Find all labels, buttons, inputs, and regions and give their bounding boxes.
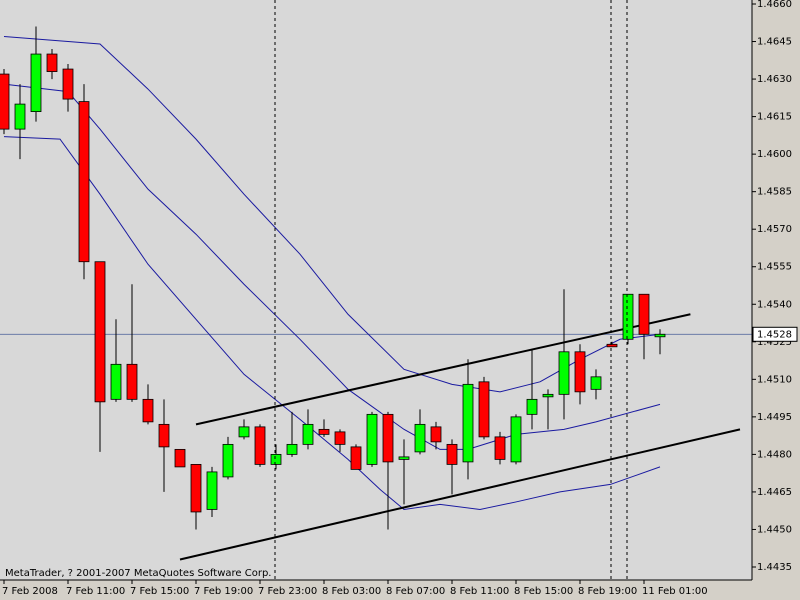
candle-body	[350, 446, 362, 470]
y-tick-label: 1.4540	[757, 299, 792, 310]
candle-body	[46, 53, 58, 72]
candle-body	[286, 443, 298, 455]
y-tick-label: 1.4525	[757, 337, 792, 348]
candle-body	[510, 416, 522, 463]
x-tick-label: 8 Feb 03:00	[322, 586, 381, 597]
candle-body	[462, 383, 474, 463]
candle-body	[302, 423, 314, 445]
y-tick-label: 1.4570	[757, 224, 792, 235]
candle-body	[158, 423, 170, 448]
candle-body	[206, 471, 218, 510]
candle-body	[174, 448, 186, 468]
y-tick-label: 1.4450	[757, 524, 792, 535]
candle-body	[190, 464, 202, 513]
candle-body	[254, 426, 266, 465]
y-tick-label: 1.4480	[757, 449, 792, 460]
plot-area	[0, 0, 752, 580]
candle-body	[558, 351, 570, 395]
candle-body	[430, 426, 442, 443]
current-price-label: 1.4528	[757, 329, 792, 340]
footnote: MetaTrader, ? 2001-2007 MetaQuotes Softw…	[5, 568, 271, 579]
candle-body	[78, 101, 90, 263]
candle-body	[414, 423, 426, 453]
candle-body	[222, 443, 234, 478]
y-tick-label: 1.4465	[757, 487, 792, 498]
candle-body	[94, 261, 106, 403]
x-tick-label: 7 Feb 19:00	[194, 586, 253, 597]
y-tick-label: 1.4630	[757, 74, 792, 85]
x-tick-label: 8 Feb 11:00	[450, 586, 509, 597]
moving-average	[3, 83, 661, 450]
candle-body	[334, 431, 346, 445]
candle-body	[126, 363, 138, 400]
trend-line	[195, 313, 691, 426]
candle-body	[494, 436, 506, 460]
y-tick-label: 1.4435	[757, 562, 792, 573]
candle-body	[366, 413, 378, 465]
candle-body	[318, 428, 330, 435]
moving-average	[3, 36, 661, 393]
y-tick-label: 1.4555	[757, 262, 792, 273]
candle-body	[382, 413, 394, 463]
x-tick-label: 7 Feb 11:00	[66, 586, 125, 597]
y-tick-label: 1.4660	[757, 0, 792, 10]
candle-body	[638, 293, 650, 335]
candle-body	[622, 293, 634, 340]
x-tick-label: 8 Feb 19:00	[578, 586, 637, 597]
candle-body	[142, 398, 154, 423]
candle-body	[270, 453, 282, 465]
y-tick-label: 1.4585	[757, 187, 792, 198]
y-tick-label: 1.4510	[757, 374, 792, 385]
y-tick-label: 1.4600	[757, 149, 792, 160]
candle-body	[574, 351, 586, 393]
candle-body	[398, 456, 410, 460]
current-price-box	[752, 326, 798, 342]
moving-average	[3, 136, 661, 510]
candle-body	[62, 68, 74, 100]
candle-body	[238, 426, 250, 438]
trend-line	[179, 428, 741, 561]
candle-body	[542, 393, 554, 398]
x-tick-label: 8 Feb 15:00	[514, 586, 573, 597]
y-tick-label: 1.4615	[757, 112, 792, 123]
x-tick-label: 7 Feb 23:00	[258, 586, 317, 597]
x-tick-label: 7 Feb 2008	[2, 586, 58, 597]
y-tick-label: 1.4495	[757, 412, 792, 423]
x-tick-label: 7 Feb 15:00	[130, 586, 189, 597]
candle-body	[110, 363, 122, 400]
candle-body	[30, 53, 42, 112]
candle-body	[590, 376, 602, 390]
candle-body	[606, 343, 618, 348]
candle-body	[14, 103, 26, 130]
candle-body	[0, 73, 10, 130]
x-tick-label: 11 Feb 01:00	[642, 586, 708, 597]
x-tick-label: 8 Feb 07:00	[386, 586, 445, 597]
candle-body	[446, 443, 458, 465]
candle-body	[654, 333, 666, 338]
y-tick-label: 1.4645	[757, 37, 792, 48]
candle-body	[478, 381, 490, 438]
plot-layer	[0, 26, 752, 561]
candle-body	[526, 398, 538, 415]
